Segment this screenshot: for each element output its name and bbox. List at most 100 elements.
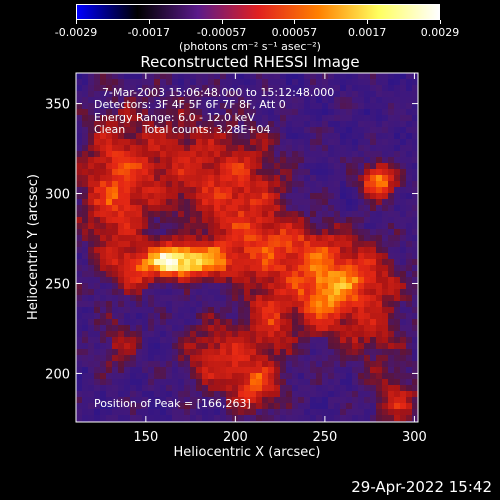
- heatmap-cell: [226, 229, 232, 235]
- heatmap-cell: [394, 85, 400, 91]
- heatmap-cell: [112, 139, 118, 145]
- heatmap-cell: [232, 121, 238, 127]
- heatmap-cell: [328, 319, 334, 325]
- heatmap-cell: [328, 367, 334, 373]
- heatmap-cell: [304, 91, 310, 97]
- heatmap-cell: [406, 115, 412, 121]
- heatmap-cell: [346, 223, 352, 229]
- heatmap-cell: [88, 277, 94, 283]
- heatmap-cell: [406, 97, 412, 103]
- heatmap-cell: [376, 409, 382, 415]
- heatmap-cell: [178, 367, 184, 373]
- heatmap-cell: [334, 295, 340, 301]
- heatmap-cell: [400, 199, 406, 205]
- heatmap-cell: [136, 373, 142, 379]
- heatmap-cell: [190, 295, 196, 301]
- heatmap-cell: [268, 127, 274, 133]
- heatmap-cell: [172, 211, 178, 217]
- heatmap-cell: [394, 283, 400, 289]
- heatmap-cell: [124, 205, 130, 211]
- heatmap-cell: [340, 97, 346, 103]
- heatmap-cell: [310, 139, 316, 145]
- heatmap-cell: [226, 409, 232, 415]
- heatmap-cell: [160, 331, 166, 337]
- heatmap-cell: [238, 223, 244, 229]
- heatmap-cell: [286, 247, 292, 253]
- heatmap-cell: [340, 403, 346, 409]
- heatmap-cell: [382, 79, 388, 85]
- heatmap-cell: [334, 133, 340, 139]
- heatmap-cell: [88, 127, 94, 133]
- heatmap-cell: [100, 271, 106, 277]
- heatmap-cell: [388, 391, 394, 397]
- heatmap-cell: [226, 301, 232, 307]
- heatmap-cell: [220, 217, 226, 223]
- heatmap-cell: [364, 205, 370, 211]
- heatmap-cell: [370, 241, 376, 247]
- heatmap-cell: [136, 109, 142, 115]
- heatmap-cell: [238, 385, 244, 391]
- heatmap-cell: [130, 199, 136, 205]
- heatmap-cell: [400, 391, 406, 397]
- heatmap-cell: [172, 247, 178, 253]
- heatmap-cell: [154, 115, 160, 121]
- heatmap-cell: [292, 235, 298, 241]
- heatmap-cell: [406, 109, 412, 115]
- heatmap-cell: [232, 283, 238, 289]
- heatmap-cell: [256, 295, 262, 301]
- heatmap-cell: [268, 181, 274, 187]
- heatmap-cell: [124, 403, 130, 409]
- heatmap-cell: [160, 313, 166, 319]
- heatmap-cell: [232, 409, 238, 415]
- heatmap-cell: [274, 331, 280, 337]
- heatmap-cell: [406, 277, 412, 283]
- heatmap-cell: [406, 259, 412, 265]
- heatmap-cell: [268, 169, 274, 175]
- heatmap-cell: [274, 307, 280, 313]
- heatmap-cell: [322, 409, 328, 415]
- heatmap-cell: [94, 85, 100, 91]
- heatmap-cell: [76, 223, 82, 229]
- heatmap-cell: [178, 73, 184, 79]
- heatmap-cell: [262, 157, 268, 163]
- colorbar-tickmark: [294, 20, 296, 24]
- heatmap-cell: [382, 403, 388, 409]
- colorbar-tickmark: [221, 20, 223, 24]
- heatmap-cell: [118, 415, 124, 421]
- heatmap-cell: [394, 271, 400, 277]
- heatmap-cell: [304, 103, 310, 109]
- heatmap-cell: [202, 337, 208, 343]
- heatmap-cell: [88, 241, 94, 247]
- heatmap-cell: [268, 133, 274, 139]
- heatmap-cell: [238, 259, 244, 265]
- heatmap-cell: [346, 115, 352, 121]
- heatmap-cell: [274, 247, 280, 253]
- heatmap-cell: [340, 307, 346, 313]
- heatmap-cell: [136, 367, 142, 373]
- heatmap-cell: [112, 295, 118, 301]
- heatmap-cell: [412, 295, 418, 301]
- heatmap-cell: [106, 325, 112, 331]
- heatmap-cell: [268, 199, 274, 205]
- heatmap-cell: [112, 115, 118, 121]
- heatmap-cell: [352, 85, 358, 91]
- heatmap-cell: [226, 157, 232, 163]
- heatmap-cell: [400, 109, 406, 115]
- heatmap-cell: [196, 283, 202, 289]
- heatmap-cell: [112, 235, 118, 241]
- heatmap-cell: [280, 103, 286, 109]
- heatmap-cell: [382, 187, 388, 193]
- heatmap-cell: [262, 295, 268, 301]
- heatmap-cell: [76, 121, 82, 127]
- heatmap-cell: [286, 121, 292, 127]
- heatmap-cell: [88, 301, 94, 307]
- heatmap-cell: [388, 121, 394, 127]
- heatmap-cell: [220, 169, 226, 175]
- heatmap-cell: [274, 115, 280, 121]
- heatmap-cell: [286, 379, 292, 385]
- heatmap-cell: [226, 337, 232, 343]
- heatmap-cell: [400, 349, 406, 355]
- heatmap-cell: [340, 379, 346, 385]
- heatmap-cell: [382, 307, 388, 313]
- heatmap-cell: [388, 115, 394, 121]
